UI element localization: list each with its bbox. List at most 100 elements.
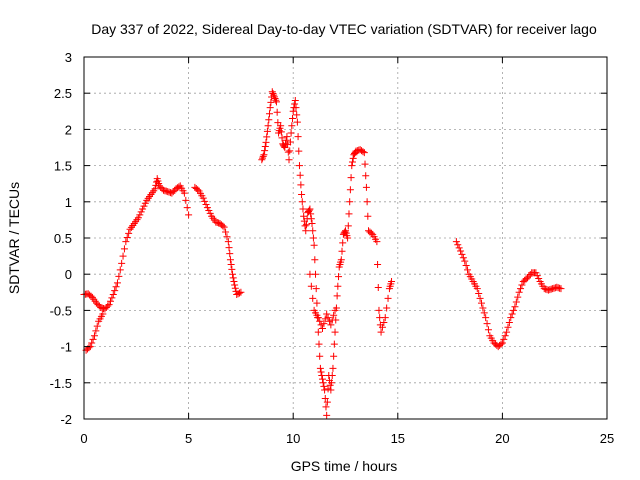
data-point <box>338 247 346 255</box>
data-point <box>139 205 147 213</box>
data-point <box>288 122 296 130</box>
data-point <box>261 147 269 155</box>
data-point <box>282 136 290 144</box>
data-point <box>383 304 391 312</box>
data-point <box>289 115 297 123</box>
data-point <box>480 309 488 317</box>
data-point <box>192 185 200 193</box>
data-point <box>295 162 303 170</box>
data-point <box>309 234 317 242</box>
data-point <box>270 91 278 99</box>
data-point <box>298 198 306 206</box>
data-point <box>341 228 349 236</box>
y-tick-label: -1.5 <box>50 376 72 391</box>
data-point <box>321 386 329 394</box>
data-point <box>374 261 382 269</box>
data-point <box>286 147 294 155</box>
data-point <box>137 208 145 216</box>
data-point <box>150 187 158 195</box>
data-point <box>231 281 239 289</box>
data-point <box>330 340 338 348</box>
data-point <box>307 282 315 290</box>
data-point <box>108 294 116 302</box>
data-point <box>295 147 303 155</box>
data-point <box>276 124 284 132</box>
data-point <box>343 232 351 240</box>
data-point <box>305 206 313 214</box>
data-point <box>344 222 352 230</box>
data-point <box>349 154 357 162</box>
data-point <box>312 270 320 278</box>
data-point <box>457 247 465 255</box>
data-point <box>462 262 470 270</box>
data-point <box>296 171 304 179</box>
data-point <box>140 202 148 210</box>
data-point <box>503 328 511 336</box>
data-point <box>301 222 309 230</box>
data-point <box>533 272 541 280</box>
data-point <box>521 276 529 284</box>
data-point <box>324 314 332 322</box>
data-point <box>217 221 225 229</box>
data-point <box>518 281 526 289</box>
data-point <box>321 394 329 402</box>
data-point <box>260 151 268 159</box>
x-tick-label: 10 <box>286 431 300 446</box>
data-point <box>86 291 94 299</box>
data-point <box>97 312 105 320</box>
data-points <box>80 88 565 419</box>
data-point <box>377 328 385 336</box>
data-point <box>169 188 177 196</box>
data-point <box>298 191 306 199</box>
data-point <box>320 320 328 328</box>
data-point <box>363 198 371 206</box>
data-point <box>454 241 462 249</box>
data-point <box>272 96 280 104</box>
data-point <box>378 323 386 331</box>
data-point <box>116 266 124 274</box>
data-point <box>85 344 93 352</box>
data-point <box>120 245 128 253</box>
data-point <box>302 227 310 235</box>
data-point <box>297 181 305 189</box>
data-point <box>477 299 485 307</box>
data-point <box>505 318 513 326</box>
data-point <box>311 256 319 264</box>
data-point <box>224 238 232 246</box>
data-point <box>236 289 244 297</box>
data-point <box>461 257 469 265</box>
data-point <box>112 283 120 291</box>
data-point <box>226 256 234 264</box>
data-point <box>330 352 338 360</box>
data-point <box>359 148 367 156</box>
data-point <box>299 205 307 213</box>
data-point <box>94 301 102 309</box>
data-point <box>364 212 372 220</box>
y-tick-label: 2 <box>65 122 72 137</box>
x-tick-label: 25 <box>600 431 614 446</box>
data-point <box>322 403 330 411</box>
data-point <box>259 152 267 160</box>
data-point <box>228 265 236 273</box>
y-tick-label: 2.5 <box>54 86 72 101</box>
data-point <box>219 222 227 230</box>
data-point <box>332 304 340 312</box>
data-point <box>323 398 331 406</box>
data-point <box>277 128 285 136</box>
data-point <box>302 221 310 229</box>
data-point <box>318 372 326 380</box>
data-point <box>347 174 355 182</box>
data-point <box>309 294 317 302</box>
data-point <box>330 311 338 319</box>
data-point <box>284 148 292 156</box>
data-point <box>556 284 564 292</box>
data-point <box>312 285 320 293</box>
data-point <box>266 104 274 112</box>
data-point <box>458 250 466 258</box>
data-point <box>318 325 326 332</box>
data-point <box>504 323 512 331</box>
data-point <box>501 332 509 340</box>
data-point <box>141 199 149 207</box>
data-point <box>337 258 345 266</box>
data-point <box>320 382 328 390</box>
